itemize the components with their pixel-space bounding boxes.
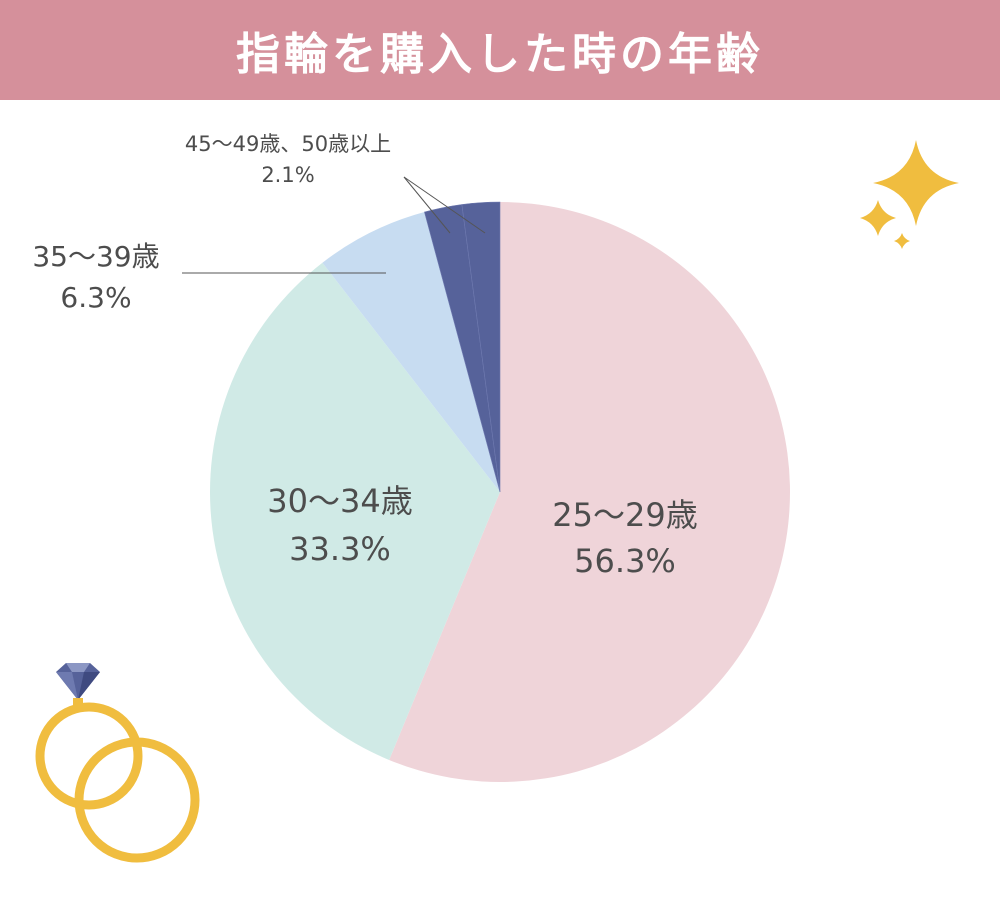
leader-line-45-49 (403, 176, 451, 234)
pie-slice-1 (210, 262, 500, 760)
slice-label-35-39: 35〜39歳 (32, 240, 159, 273)
pie-slices (210, 201, 790, 782)
slice-value-25-29: 56.3% (574, 542, 676, 580)
pie-slice-0 (389, 202, 790, 782)
slice-label-25-29: 25〜29歳 (552, 496, 697, 534)
slice-label-30-34: 30〜34歳 (267, 482, 412, 520)
slice-label-45-plus: 45〜49歳、50歳以上 (185, 132, 391, 156)
pie-slice-2 (322, 212, 500, 492)
sparkle-icon (860, 140, 959, 249)
leader-lines (182, 176, 486, 274)
wedding-rings-icon (35, 663, 200, 863)
slice-value-45-plus: 2.1% (261, 163, 314, 187)
slice-value-30-34: 33.3% (289, 530, 391, 568)
title-banner: 指輪を購入した時の年齢 (0, 0, 1000, 100)
slice-value-35-39: 6.3% (60, 281, 131, 314)
pie-slice-4 (461, 201, 501, 493)
page-title: 指輪を購入した時の年齢 (236, 29, 764, 80)
leader-line-50-plus (403, 176, 486, 234)
